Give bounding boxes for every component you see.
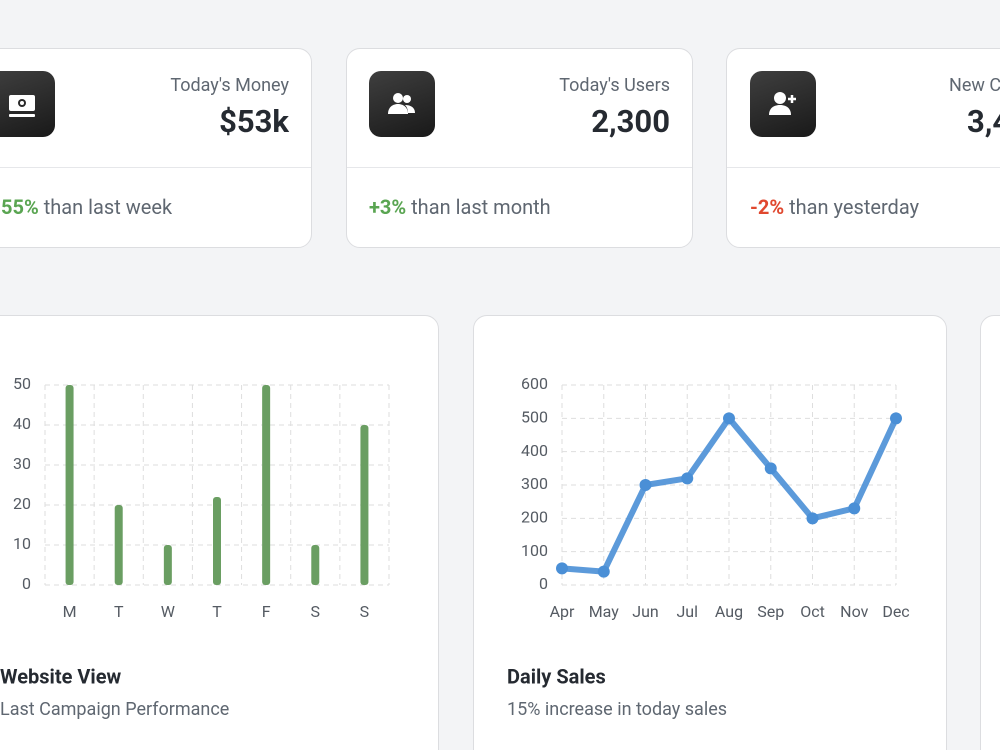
users-icon [369,71,435,137]
x-tick-label: T [212,602,222,621]
bar [311,545,320,585]
x-tick-label: T [114,602,124,621]
stat-card: Today's Users 2,300 +3% than last month [346,48,693,248]
x-tick-label: May [589,602,620,621]
point [681,472,694,485]
point [848,502,861,515]
y-tick-label: 400 [521,441,548,460]
chart-title: Website View [0,664,122,688]
add-user-icon [750,71,816,137]
money-icon [0,71,55,137]
x-tick-label: Sep [757,602,784,621]
divider [0,167,311,168]
stat-title: New C [949,75,1000,96]
divider [727,167,1000,168]
x-tick-label: Dec [882,602,909,621]
x-tick-label: W [161,602,175,621]
y-tick-label: 50 [13,374,31,393]
divider [347,167,692,168]
x-tick-label: Jul [676,602,698,621]
stat-note: than last week [43,195,173,219]
stat-change: 55% [1,195,39,219]
point [556,562,568,575]
x-tick-label: Oct [800,602,825,621]
bar [65,385,74,585]
stat-card: New C 3,4 -2% than yesterday [726,48,1000,248]
bar [163,545,172,585]
x-tick-label: Jun [632,602,658,621]
stat-title: Today's Money [170,75,289,96]
chart-subtitle: Last Campaign Performance [0,699,229,720]
bar [360,425,369,585]
point [764,462,777,475]
bar [114,505,123,585]
y-tick-label: 0 [539,574,548,593]
chart-card [980,315,1000,750]
stat-note: than yesterday [789,195,920,219]
x-tick-label: S [360,602,370,621]
point [806,512,819,525]
point [639,479,652,491]
chart-title: Daily Sales [507,664,606,688]
chart-card [473,315,947,750]
stat-footer: 55% than last week [1,195,172,219]
y-tick-label: 20 [13,494,31,513]
chart-subtitle: 15% increase in today sales [507,699,727,720]
x-tick-label: M [63,602,77,621]
stat-change: +3% [369,195,407,219]
y-tick-label: 100 [521,541,548,560]
x-tick-label: F [262,602,271,621]
point [723,412,735,425]
point [597,565,610,578]
stat-value: 3,4 [967,103,1000,140]
stat-footer: -2% than yesterday [750,195,919,219]
stat-footer: +3% than last month [369,195,551,219]
bar [213,497,221,585]
y-tick-label: 30 [13,454,31,473]
bar [262,385,271,585]
point [890,412,902,425]
y-tick-label: 300 [521,474,548,493]
stat-value: 2,300 [591,103,670,140]
y-tick-label: 200 [521,508,548,527]
stat-card: Today's Money $53k 55% than last week [0,48,312,248]
y-tick-label: 0 [22,574,31,593]
stat-change: -2% [750,195,785,219]
y-tick-label: 600 [521,374,548,393]
stat-title: Today's Users [559,75,670,96]
x-tick-label: Aug [715,602,743,621]
y-tick-label: 500 [521,408,548,427]
y-tick-label: 10 [13,534,31,553]
x-tick-label: S [311,602,321,621]
x-tick-label: Nov [840,602,868,621]
stat-note: than last month [411,195,551,219]
stat-value: $53k [219,103,289,140]
x-tick-label: Apr [550,602,575,621]
y-tick-label: 40 [13,414,31,433]
